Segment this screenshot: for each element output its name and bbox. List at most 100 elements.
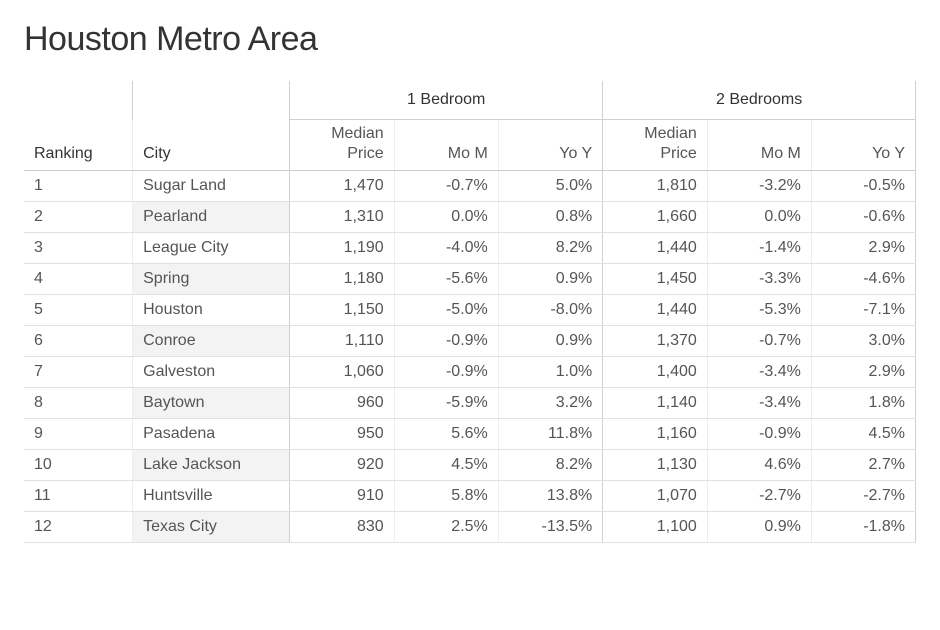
cell-city: Conroe — [133, 326, 290, 357]
cell-2br-yoy: 2.7% — [811, 450, 915, 481]
cell-ranking: 2 — [24, 202, 133, 233]
cell-1br-yoy: -13.5% — [498, 512, 602, 543]
table-row: 7Galveston1,060-0.9%1.0%1,400-3.4%2.9% — [24, 357, 916, 388]
table-row: 5Houston1,150-5.0%-8.0%1,440-5.3%-7.1% — [24, 295, 916, 326]
cell-2br-price: 1,440 — [603, 233, 708, 264]
cell-1br-price: 1,150 — [290, 295, 395, 326]
cell-1br-price: 920 — [290, 450, 395, 481]
cell-city: Lake Jackson — [133, 450, 290, 481]
cell-ranking: 11 — [24, 481, 133, 512]
group-header-row: 1 Bedroom 2 Bedrooms — [24, 81, 916, 120]
cell-2br-yoy: -4.6% — [811, 264, 915, 295]
table-row: 4Spring1,180-5.6%0.9%1,450-3.3%-4.6% — [24, 264, 916, 295]
header-2br-yoy: Yo Y — [811, 120, 915, 171]
table-row: 6Conroe1,110-0.9%0.9%1,370-0.7%3.0% — [24, 326, 916, 357]
cell-1br-yoy: 0.9% — [498, 326, 602, 357]
cell-2br-mom: -0.9% — [707, 419, 811, 450]
cell-2br-yoy: 3.0% — [811, 326, 915, 357]
cell-1br-price: 830 — [290, 512, 395, 543]
header-city: City — [133, 120, 290, 171]
cell-city: Sugar Land — [133, 171, 290, 202]
cell-1br-price: 1,470 — [290, 171, 395, 202]
cell-city: Galveston — [133, 357, 290, 388]
header-ranking: Ranking — [24, 120, 133, 171]
cell-city: Texas City — [133, 512, 290, 543]
table-row: 11Huntsville9105.8%13.8%1,070-2.7%-2.7% — [24, 481, 916, 512]
cell-2br-mom: -2.7% — [707, 481, 811, 512]
cell-1br-yoy: 11.8% — [498, 419, 602, 450]
table-row: 12Texas City8302.5%-13.5%1,1000.9%-1.8% — [24, 512, 916, 543]
cell-1br-yoy: 3.2% — [498, 388, 602, 419]
cell-2br-yoy: 2.9% — [811, 357, 915, 388]
table-row: 9Pasadena9505.6%11.8%1,160-0.9%4.5% — [24, 419, 916, 450]
header-2br-mom: Mo M — [707, 120, 811, 171]
cell-city: Baytown — [133, 388, 290, 419]
cell-2br-yoy: -0.6% — [811, 202, 915, 233]
cell-2br-price: 1,440 — [603, 295, 708, 326]
cell-2br-mom: -3.4% — [707, 388, 811, 419]
cell-2br-yoy: -1.8% — [811, 512, 915, 543]
cell-ranking: 4 — [24, 264, 133, 295]
cell-2br-yoy: 4.5% — [811, 419, 915, 450]
cell-1br-mom: 2.5% — [394, 512, 498, 543]
cell-city: Spring — [133, 264, 290, 295]
cell-ranking: 12 — [24, 512, 133, 543]
cell-city: Pearland — [133, 202, 290, 233]
cell-1br-price: 1,060 — [290, 357, 395, 388]
cell-ranking: 10 — [24, 450, 133, 481]
cell-ranking: 9 — [24, 419, 133, 450]
cell-1br-yoy: 0.9% — [498, 264, 602, 295]
cell-1br-price: 1,190 — [290, 233, 395, 264]
cell-1br-yoy: 5.0% — [498, 171, 602, 202]
cell-1br-price: 1,110 — [290, 326, 395, 357]
cell-1br-yoy: 8.2% — [498, 450, 602, 481]
cell-1br-mom: -0.7% — [394, 171, 498, 202]
cell-1br-mom: -5.6% — [394, 264, 498, 295]
cell-1br-mom: -4.0% — [394, 233, 498, 264]
cell-2br-mom: -3.3% — [707, 264, 811, 295]
cell-city: Houston — [133, 295, 290, 326]
cell-2br-price: 1,070 — [603, 481, 708, 512]
cell-1br-mom: -0.9% — [394, 357, 498, 388]
cell-2br-price: 1,160 — [603, 419, 708, 450]
cell-ranking: 5 — [24, 295, 133, 326]
header-1br-yoy: Yo Y — [498, 120, 602, 171]
cell-city: Pasadena — [133, 419, 290, 450]
cell-1br-mom: 5.6% — [394, 419, 498, 450]
group-header-2br: 2 Bedrooms — [603, 81, 916, 120]
cell-2br-mom: -1.4% — [707, 233, 811, 264]
cell-2br-yoy: -2.7% — [811, 481, 915, 512]
cell-1br-mom: -5.0% — [394, 295, 498, 326]
cell-2br-price: 1,400 — [603, 357, 708, 388]
cell-1br-mom: 4.5% — [394, 450, 498, 481]
cell-1br-yoy: 1.0% — [498, 357, 602, 388]
cell-2br-mom: 0.9% — [707, 512, 811, 543]
cell-1br-yoy: 8.2% — [498, 233, 602, 264]
group-header-1br: 1 Bedroom — [290, 81, 603, 120]
cell-city: Huntsville — [133, 481, 290, 512]
cell-2br-mom: 0.0% — [707, 202, 811, 233]
cell-2br-price: 1,130 — [603, 450, 708, 481]
cell-1br-yoy: -8.0% — [498, 295, 602, 326]
header-2br-price: MedianPrice — [603, 120, 708, 171]
cell-1br-mom: -0.9% — [394, 326, 498, 357]
cell-1br-mom: 5.8% — [394, 481, 498, 512]
table-row: 8Baytown960-5.9%3.2%1,140-3.4%1.8% — [24, 388, 916, 419]
cell-1br-yoy: 0.8% — [498, 202, 602, 233]
cell-ranking: 6 — [24, 326, 133, 357]
cell-ranking: 8 — [24, 388, 133, 419]
cell-1br-price: 950 — [290, 419, 395, 450]
cell-2br-mom: -3.2% — [707, 171, 811, 202]
sub-header-row: Ranking City MedianPrice Mo M Yo Y Media… — [24, 120, 916, 171]
cell-2br-mom: 4.6% — [707, 450, 811, 481]
cell-1br-price: 1,180 — [290, 264, 395, 295]
table-row: 10Lake Jackson9204.5%8.2%1,1304.6%2.7% — [24, 450, 916, 481]
cell-1br-price: 960 — [290, 388, 395, 419]
cell-2br-mom: -3.4% — [707, 357, 811, 388]
cell-2br-mom: -5.3% — [707, 295, 811, 326]
cell-ranking: 7 — [24, 357, 133, 388]
cell-ranking: 1 — [24, 171, 133, 202]
cell-2br-price: 1,140 — [603, 388, 708, 419]
cell-2br-price: 1,660 — [603, 202, 708, 233]
cell-ranking: 3 — [24, 233, 133, 264]
